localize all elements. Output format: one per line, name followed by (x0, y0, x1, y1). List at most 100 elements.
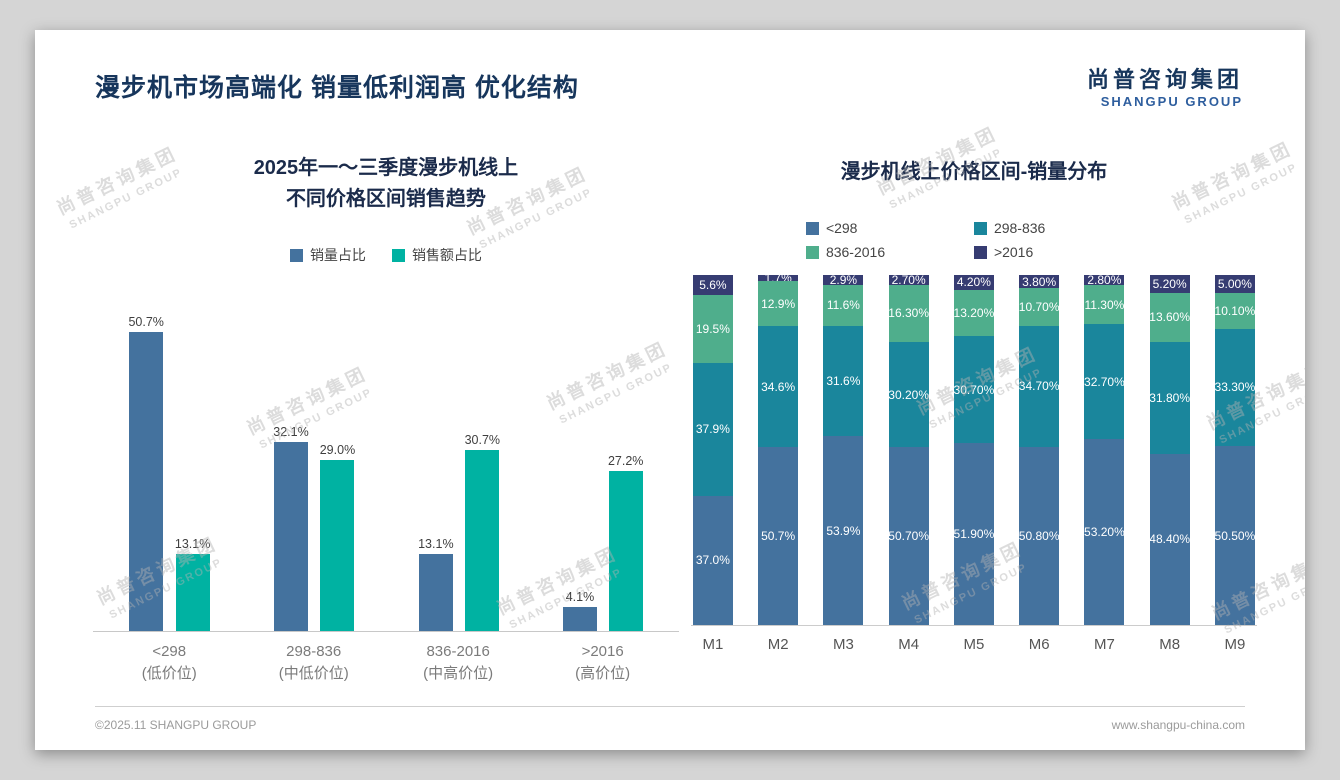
category-range-text: 836-2016 (426, 643, 490, 660)
bar-segment[interactable]: 51.90% (954, 443, 994, 625)
legend-item[interactable]: 836-2016 (805, 244, 974, 260)
stacked-bar[interactable]: 2.9% 11.6% 31.6% 53.9% (823, 273, 864, 625)
stacked-bar[interactable]: 5.20% 13.60% 31.80% 48.40% (1149, 275, 1190, 625)
bar-segment[interactable]: 4.20% (953, 275, 994, 290)
volume-share-bar[interactable] (418, 553, 453, 631)
segment-value-label: 33.30% (1214, 380, 1256, 395)
legend-swatch-icon (973, 221, 987, 235)
bar-column: 32.1% (273, 425, 309, 631)
left-chart-title-line2: 不同价格区间销售趋势 (285, 188, 486, 210)
slide: 尚普咨询集团 SHANGPU GROUP 尚普咨询集团 SHANGPU GROUP 尚普… (35, 30, 1305, 750)
segment-value-label: 19.5% (695, 321, 730, 336)
bar-value-label: 13.1% (418, 536, 454, 551)
bar-segment[interactable]: 5.20% (1149, 275, 1190, 294)
bar-segment[interactable]: 11.30% (1084, 284, 1125, 325)
bar-segment[interactable]: 2.9% (823, 273, 864, 287)
volume-share-bar[interactable] (562, 606, 597, 631)
grouped-bar-chart: 2025年一～三季度漫步机线上 不同价格区间销售趋势 销量占比 销售额占比 50.… (93, 145, 679, 685)
bar-segment[interactable]: 13.20% (953, 289, 995, 336)
volume-share-bar[interactable] (274, 441, 308, 631)
legend-item[interactable]: <298 (805, 220, 974, 236)
legend-item[interactable]: 销量占比 (289, 245, 366, 265)
legend-swatch-icon (289, 248, 303, 262)
bar-segment[interactable]: 33.30% (1214, 328, 1256, 447)
bar-segment[interactable]: 31.80% (1149, 341, 1190, 454)
x-axis-month-label: M7 (1093, 636, 1115, 653)
bar-column: 27.2% (608, 454, 643, 631)
left-chart-plot-area: 50.7% 13.1% 32.1% 29.0% 13.1% 30.7% 4.1% 27.2% (93, 297, 679, 632)
stacked-bar[interactable]: 5.00% 10.10% 33.30% 50.50% (1215, 275, 1255, 625)
bar-segment[interactable]: 53.20% (1084, 438, 1125, 625)
bar-segment[interactable]: 5.00% (1214, 275, 1255, 293)
right-chart-title: 漫步机线上价格区间-销量分布 (840, 161, 1108, 183)
segment-value-label: 13.60% (1149, 310, 1190, 325)
segment-value-label: 30.70% (953, 382, 995, 397)
x-axis-month-label: M6 (1028, 636, 1050, 653)
bar-segment[interactable]: 10.10% (1215, 292, 1255, 329)
category-range-text: 298-836 (286, 643, 342, 660)
stacked-bar[interactable]: 2.80% 11.30% 32.70% 53.20% (1084, 273, 1125, 625)
bar-segment[interactable]: 50.70% (888, 447, 929, 625)
bar-group: 4.1% 27.2% (562, 454, 643, 631)
bar-segment[interactable]: 48.40% (1149, 453, 1190, 625)
amount-share-bar[interactable] (465, 449, 500, 631)
bar-segment[interactable]: 37.0% (692, 495, 733, 625)
amount-share-bar[interactable] (175, 553, 210, 631)
bar-segment[interactable]: 3.80% (1019, 274, 1060, 289)
bar-segment[interactable]: 50.7% (758, 447, 799, 625)
bar-segment[interactable]: 34.6% (758, 326, 799, 448)
bar-segment[interactable]: 31.6% (823, 325, 864, 437)
amount-share-bar[interactable] (608, 470, 643, 631)
legend-item[interactable]: 销售额占比 (391, 245, 482, 265)
bar-segment[interactable]: 11.6% (823, 285, 864, 326)
segment-value-label: 30.20% (888, 387, 929, 402)
bar-segment[interactable]: 2.80% (1084, 273, 1125, 287)
amount-share-bar[interactable] (320, 459, 355, 631)
legend-item[interactable]: 298-836 (973, 220, 1142, 236)
bar-value-label: 13.1% (174, 536, 211, 551)
x-axis-month-label: M2 (767, 636, 789, 653)
bar-segment[interactable]: 37.9% (692, 362, 733, 496)
bar-segment[interactable]: 34.70% (1018, 325, 1060, 448)
segment-value-label: 12.9% (761, 296, 796, 311)
segment-value-label: 31.80% (1149, 390, 1190, 405)
segment-value-label: 48.40% (1149, 532, 1190, 547)
bar-segment[interactable]: 32.70% (1084, 324, 1125, 439)
stacked-bar[interactable]: 1.7% 12.9% 34.6% 50.7% (758, 271, 799, 625)
segment-value-label: 11.30% (1084, 297, 1125, 312)
bar-segment[interactable]: 16.30% (888, 284, 929, 342)
bar-segment[interactable]: 2.70% (888, 272, 929, 287)
segment-value-label: 50.7% (761, 529, 796, 544)
category-range-text: >2016 (581, 643, 624, 660)
stacked-bar[interactable]: 3.80% 10.70% 34.70% 50.80% (1019, 275, 1059, 625)
volume-share-bar[interactable] (129, 331, 164, 631)
footer: ©2025.11 SHANGPU GROUP www.shangpu-china… (95, 706, 1245, 732)
bar-segment[interactable]: 12.9% (758, 281, 799, 327)
bar-column: 13.1% (418, 536, 454, 631)
legend-swatch-icon (805, 245, 819, 259)
category-tier-text: (中高价位) (423, 664, 494, 682)
bar-segment[interactable]: 19.5% (692, 294, 733, 363)
segment-value-label: 3.80% (1022, 274, 1057, 289)
bar-segment[interactable]: 50.80% (1019, 447, 1059, 625)
page-title: 漫步机市场高端化 销量低利润高 优化结构 (95, 74, 579, 102)
segment-value-label: 13.20% (953, 305, 995, 320)
bar-column: 4.1% (562, 590, 597, 631)
category-range-text: <298 (152, 643, 187, 660)
segment-value-label: 34.70% (1018, 379, 1060, 394)
bar-segment[interactable]: 13.60% (1149, 293, 1190, 342)
segment-value-label: 37.9% (695, 422, 730, 437)
bar-segment[interactable]: 53.9% (823, 436, 864, 625)
bar-segment[interactable]: 10.70% (1019, 288, 1059, 326)
bar-segment[interactable]: 30.70% (953, 335, 995, 444)
segment-value-label: 2.70% (891, 272, 926, 287)
segment-value-label: 50.70% (888, 529, 929, 544)
stacked-bar[interactable]: 4.20% 13.20% 30.70% 51.90% (954, 275, 994, 625)
stacked-bar[interactable]: 5.6% 19.5% 37.9% 37.0% (692, 275, 733, 625)
bar-segment[interactable]: 50.50% (1215, 446, 1255, 625)
legend-item[interactable]: >2016 (973, 244, 1142, 260)
bar-segment[interactable]: 30.20% (888, 341, 929, 448)
bar-segment[interactable]: 5.6% (692, 275, 733, 295)
legend-label: 836-2016 (825, 244, 886, 260)
stacked-bar[interactable]: 2.70% 16.30% 30.20% 50.70% (888, 272, 929, 625)
